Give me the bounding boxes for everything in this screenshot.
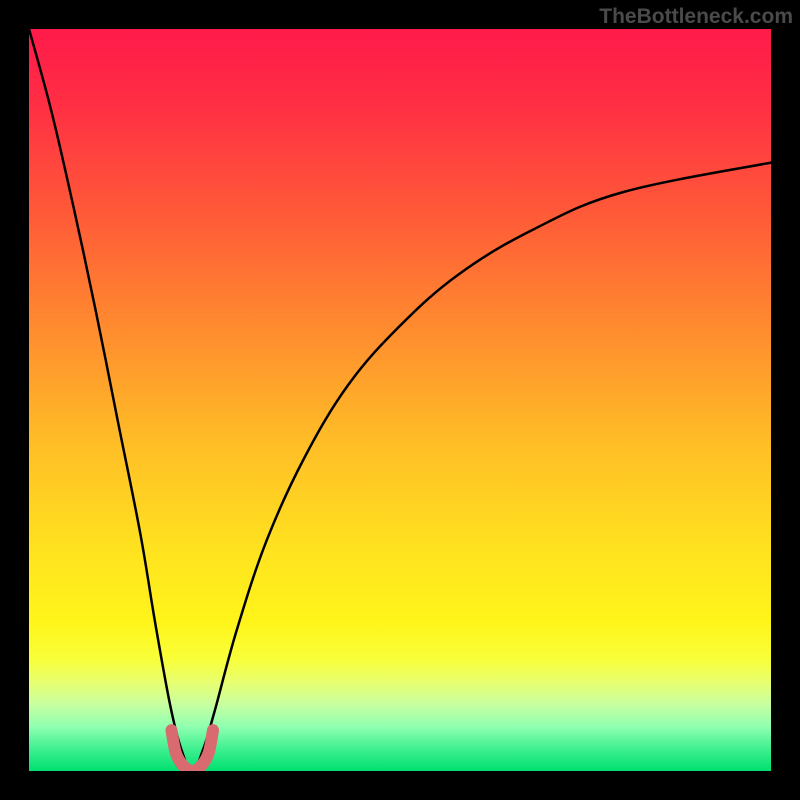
gradient-background bbox=[29, 29, 771, 771]
watermark-label: TheBottleneck.com bbox=[599, 5, 793, 29]
plot-svg bbox=[29, 29, 771, 771]
plot-area bbox=[29, 29, 771, 771]
chart-frame: TheBottleneck.com bbox=[0, 0, 800, 800]
